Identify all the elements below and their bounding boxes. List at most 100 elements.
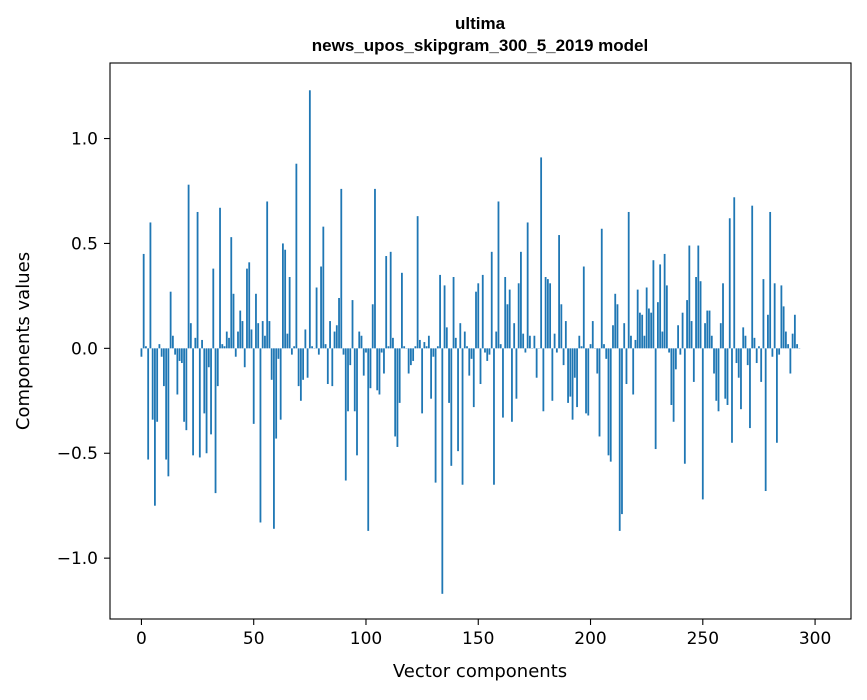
bar	[599, 348, 601, 436]
bar	[558, 235, 560, 348]
bar	[156, 348, 158, 421]
bar	[246, 269, 248, 349]
bar	[190, 323, 192, 348]
bar	[269, 321, 271, 348]
bar	[567, 348, 569, 403]
bar	[738, 348, 740, 377]
bar	[563, 348, 565, 365]
bar	[226, 332, 228, 349]
bar	[754, 338, 756, 348]
bar	[188, 185, 190, 349]
bar	[165, 348, 167, 459]
bar	[778, 348, 780, 354]
bar	[437, 346, 439, 348]
bar	[286, 334, 288, 349]
bar	[767, 315, 769, 349]
bar	[596, 348, 598, 373]
x-tick-label: 50	[243, 629, 265, 649]
bar	[507, 304, 509, 348]
bar	[691, 321, 693, 348]
bar	[466, 346, 468, 348]
bar	[626, 348, 628, 384]
bar	[529, 336, 531, 349]
bar	[653, 260, 655, 348]
bar	[619, 348, 621, 531]
bar	[331, 348, 333, 386]
bar	[542, 348, 544, 411]
bar	[572, 348, 574, 419]
bar	[361, 336, 363, 349]
bar	[664, 254, 666, 348]
bar	[718, 348, 720, 411]
bar	[334, 332, 336, 349]
bar	[489, 348, 491, 354]
bar	[504, 277, 506, 348]
bar	[448, 348, 450, 403]
bar	[760, 348, 762, 382]
x-tick-label: 0	[136, 629, 147, 649]
bar	[410, 348, 412, 365]
bar	[170, 292, 172, 349]
bar	[603, 344, 605, 348]
bar	[486, 348, 488, 361]
bar	[617, 304, 619, 348]
bar	[309, 90, 311, 348]
bar	[644, 336, 646, 349]
bar	[152, 348, 154, 419]
bar	[560, 304, 562, 348]
bar	[774, 283, 776, 348]
bar	[659, 264, 661, 348]
bar	[372, 304, 374, 348]
bar	[253, 348, 255, 424]
bar	[316, 288, 318, 349]
bar	[612, 325, 614, 348]
bar	[697, 246, 699, 349]
bar	[569, 348, 571, 396]
bar	[248, 262, 250, 348]
bar	[403, 346, 405, 348]
x-tick-label: 300	[799, 629, 831, 649]
bar	[172, 336, 174, 349]
bar	[199, 348, 201, 457]
bar	[459, 323, 461, 348]
bar	[733, 197, 735, 348]
bar	[635, 340, 637, 348]
bar	[513, 323, 515, 348]
bar	[381, 348, 383, 352]
y-axis-label: Components values	[13, 252, 34, 430]
bar	[751, 206, 753, 349]
bar	[185, 348, 187, 430]
bar	[147, 348, 149, 459]
bar	[763, 279, 765, 348]
bar	[522, 334, 524, 349]
bar	[713, 348, 715, 373]
bar	[614, 294, 616, 349]
bar	[621, 348, 623, 514]
bar	[527, 222, 529, 348]
bar	[183, 348, 185, 421]
bar	[367, 348, 369, 531]
bar	[154, 348, 156, 505]
bar	[655, 348, 657, 449]
bar	[237, 332, 239, 349]
bar	[390, 252, 392, 349]
bar	[715, 348, 717, 400]
bar	[345, 348, 347, 480]
bar	[370, 348, 372, 388]
bar	[783, 306, 785, 348]
bar	[731, 348, 733, 442]
bar	[702, 348, 704, 499]
bar	[657, 302, 659, 348]
bar	[673, 348, 675, 421]
bar	[363, 348, 365, 375]
bar	[392, 338, 394, 348]
bar	[141, 348, 143, 356]
bar	[444, 285, 446, 348]
bar	[376, 348, 378, 390]
bar	[641, 315, 643, 349]
bar	[706, 311, 708, 349]
bar	[208, 348, 210, 367]
bar	[343, 348, 345, 354]
x-tick-label: 100	[350, 629, 382, 649]
